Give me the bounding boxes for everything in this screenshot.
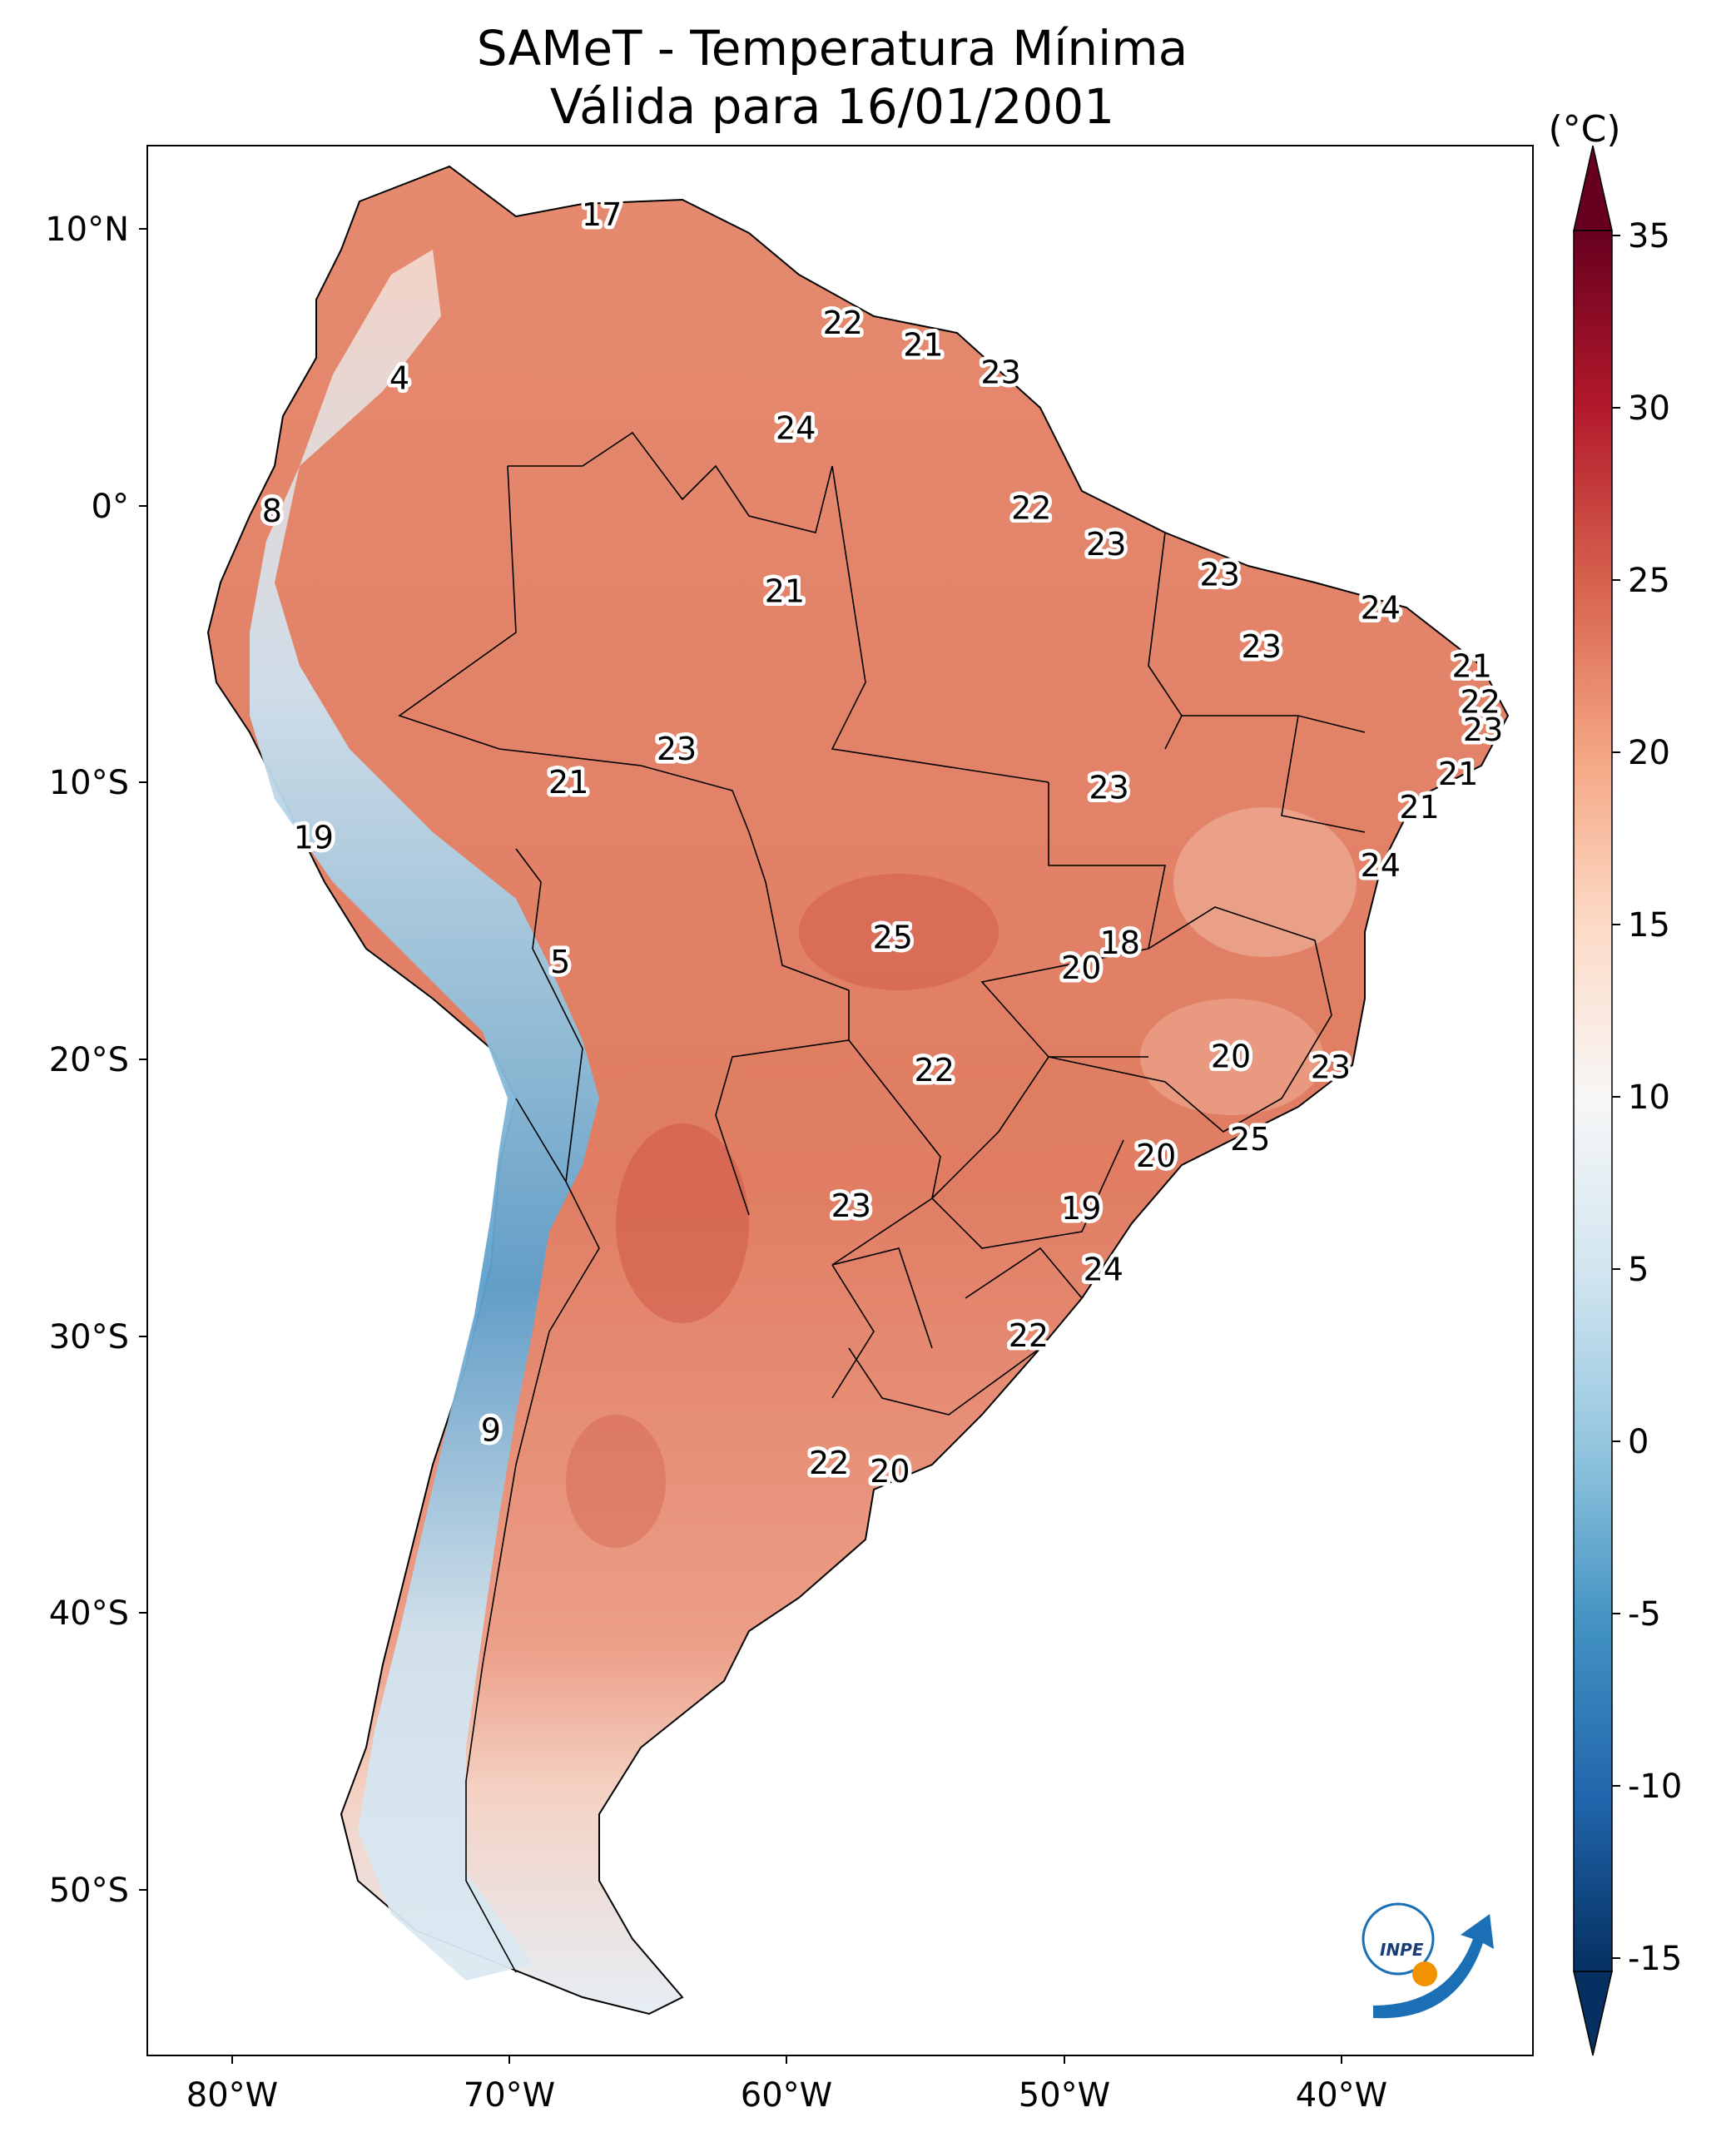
temperature-label: 23	[657, 731, 697, 767]
temperature-label: 20	[870, 1453, 910, 1490]
temperature-label: 25	[1230, 1121, 1270, 1158]
colorbar-tick-label: 10	[1628, 1078, 1670, 1117]
temperature-label: 20	[1136, 1138, 1176, 1174]
lat-tick-label: 50°S	[49, 1872, 129, 1910]
temperature-label: 22	[915, 1052, 955, 1088]
temperature-label: 23	[831, 1188, 871, 1224]
temperature-label: 8	[262, 493, 282, 529]
temperature-label: 21	[1399, 789, 1439, 826]
colorbar-ticks: 35 30 25 20 15 10 5 0 -5 -10 -15	[1612, 217, 1682, 1978]
lon-tick-label: 80°W	[186, 2076, 278, 2115]
temperature-label: 18	[1100, 925, 1140, 961]
colorbar-tick-label: 35	[1628, 217, 1670, 255]
temperature-label: 24	[1084, 1251, 1123, 1287]
colorbar-tick-label: 30	[1628, 389, 1670, 428]
temperature-label: 9	[481, 1411, 501, 1448]
temperature-label: 20	[1061, 950, 1101, 986]
temperature-label: 5	[550, 944, 570, 980]
map-title-line2: Válida para 16/01/2001	[550, 78, 1114, 135]
temperature-label: 4	[389, 359, 409, 396]
colorbar-extend-low	[1573, 1971, 1613, 2056]
temperature-label: 22	[1461, 684, 1500, 721]
inpe-logo: INPE	[1362, 1902, 1494, 2019]
colorbar: (°C) 35 30 25 20 15 10 5 0 -5 -10 -15	[1548, 108, 1682, 2056]
cool-patch-bahia	[1173, 807, 1357, 957]
temperature-label: 23	[1311, 1049, 1351, 1086]
temperature-label: 23	[1086, 526, 1126, 563]
logo-swoosh-icon	[1373, 1914, 1494, 2019]
temperature-label: 22	[809, 1445, 849, 1481]
colorbar-tick-label: -5	[1628, 1595, 1661, 1634]
lat-tick-label: 20°S	[49, 1041, 129, 1079]
lon-tick-label: 60°W	[741, 2076, 832, 2115]
logo-text: INPE	[1380, 1940, 1424, 1960]
colorbar-tick-label: -15	[1628, 1940, 1682, 1978]
temperature-label: 21	[1438, 756, 1478, 792]
colorbar-extend-high	[1573, 145, 1613, 231]
temperature-label: 23	[1242, 628, 1282, 665]
temperature-label: 21	[903, 327, 943, 364]
lon-tick-label: 50°W	[1019, 2076, 1110, 2115]
temperature-label: 24	[1361, 590, 1401, 627]
longitude-axis: 80°W 70°W 60°W 50°W 40°W	[186, 2055, 1387, 2115]
map-frame	[146, 145, 1534, 2056]
cool-patch-minas	[1140, 999, 1323, 1115]
lat-tick-label: 40°S	[49, 1594, 129, 1633]
colorbar-tick-label: -10	[1628, 1768, 1682, 1806]
colorbar-gradient	[1573, 230, 1613, 1972]
latitude-axis: 10°N 0° 10°S 20°S 30°S 40°S 50°S	[45, 211, 147, 1910]
lon-tick-label: 70°W	[464, 2076, 555, 2115]
temperature-label: 21	[548, 764, 588, 801]
temperature-label: 24	[776, 409, 816, 446]
lat-tick-label: 30°S	[49, 1318, 129, 1356]
temperature-label: 22	[1009, 1317, 1049, 1354]
south-america-landmass	[206, 165, 1510, 2016]
warm-patch-chaco	[616, 1123, 749, 1323]
temperature-label: 23	[1200, 557, 1240, 593]
lat-tick-label: 10°S	[49, 764, 129, 802]
temperature-label: 23	[980, 355, 1020, 391]
country-borders	[398, 431, 1366, 1973]
temperature-label: 22	[1011, 490, 1051, 527]
logo-dot-icon	[1412, 1961, 1437, 1986]
colorbar-tick-label: 20	[1628, 734, 1670, 772]
temperature-label: 24	[1361, 847, 1401, 884]
colorbar-unit-label: (°C)	[1548, 108, 1620, 151]
warm-patch-pampas	[566, 1415, 666, 1548]
temperature-label: 19	[1061, 1190, 1101, 1227]
andes-cold-band	[250, 250, 599, 1981]
colorbar-tick-label: 0	[1628, 1423, 1649, 1461]
colorbar-tick-label: 5	[1628, 1251, 1649, 1289]
map-title-line1: SAMeT - Temperatura Mínima	[477, 20, 1188, 77]
temperature-label: 20	[1211, 1038, 1251, 1074]
lon-tick-label: 40°W	[1296, 2076, 1387, 2115]
temperature-label: 22	[823, 305, 863, 341]
lat-tick-label: 10°N	[45, 211, 129, 249]
temperature-label: 23	[1089, 770, 1128, 806]
lat-tick-label: 0°	[92, 488, 129, 526]
colorbar-tick-label: 15	[1628, 906, 1670, 945]
temperature-label: 21	[765, 573, 805, 610]
temperature-label: 19	[294, 820, 334, 856]
warm-patch-mato-grosso	[799, 874, 999, 990]
temperature-label: 23	[1463, 712, 1503, 748]
colorbar-tick-label: 25	[1628, 562, 1670, 600]
logo-ring-icon	[1362, 1902, 1435, 1976]
temperature-label: 21	[1452, 647, 1492, 684]
map-area	[147, 146, 1533, 2055]
temperature-label: 25	[873, 919, 913, 955]
temperature-label: 17	[582, 196, 622, 233]
